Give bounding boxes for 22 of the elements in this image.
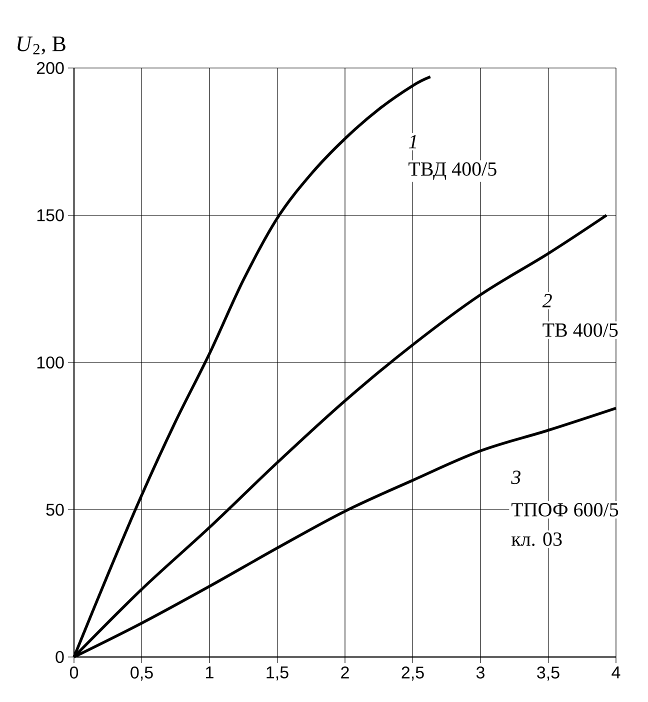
x-tick-label: 1,5 <box>266 666 288 680</box>
x-tick-label: 2,5 <box>402 666 424 681</box>
x-tick-label: 0 <box>70 666 78 679</box>
y-tick-label: 0 <box>56 650 64 664</box>
y-tick-label: 50 <box>46 504 64 516</box>
annotation: ТВ 400/5 <box>542 323 618 337</box>
x-tick-label: 2 <box>341 666 349 678</box>
x-tick-label: 1 <box>206 666 214 678</box>
y-tick-label: 100 <box>37 356 64 369</box>
x-tick-label: 0,5 <box>130 666 153 681</box>
annotation: ТПОФ 600/5 <box>512 503 618 516</box>
annotation: 2 <box>542 294 552 308</box>
annotation: кл. 03 <box>512 532 562 546</box>
x-tick-label: 3,5 <box>537 666 560 681</box>
y-tick-label: 150 <box>37 209 64 222</box>
y-tick-label: 200 <box>36 62 64 74</box>
annotation: 3 <box>511 470 520 484</box>
x-tick-label: 3 <box>476 666 484 679</box>
x-tick-label: 4 <box>612 666 620 678</box>
annotation: ТВД 400/5 <box>408 162 496 180</box>
annotation: 1 <box>408 135 416 148</box>
y-axis-title: U$_{2}$, В <box>18 36 66 54</box>
